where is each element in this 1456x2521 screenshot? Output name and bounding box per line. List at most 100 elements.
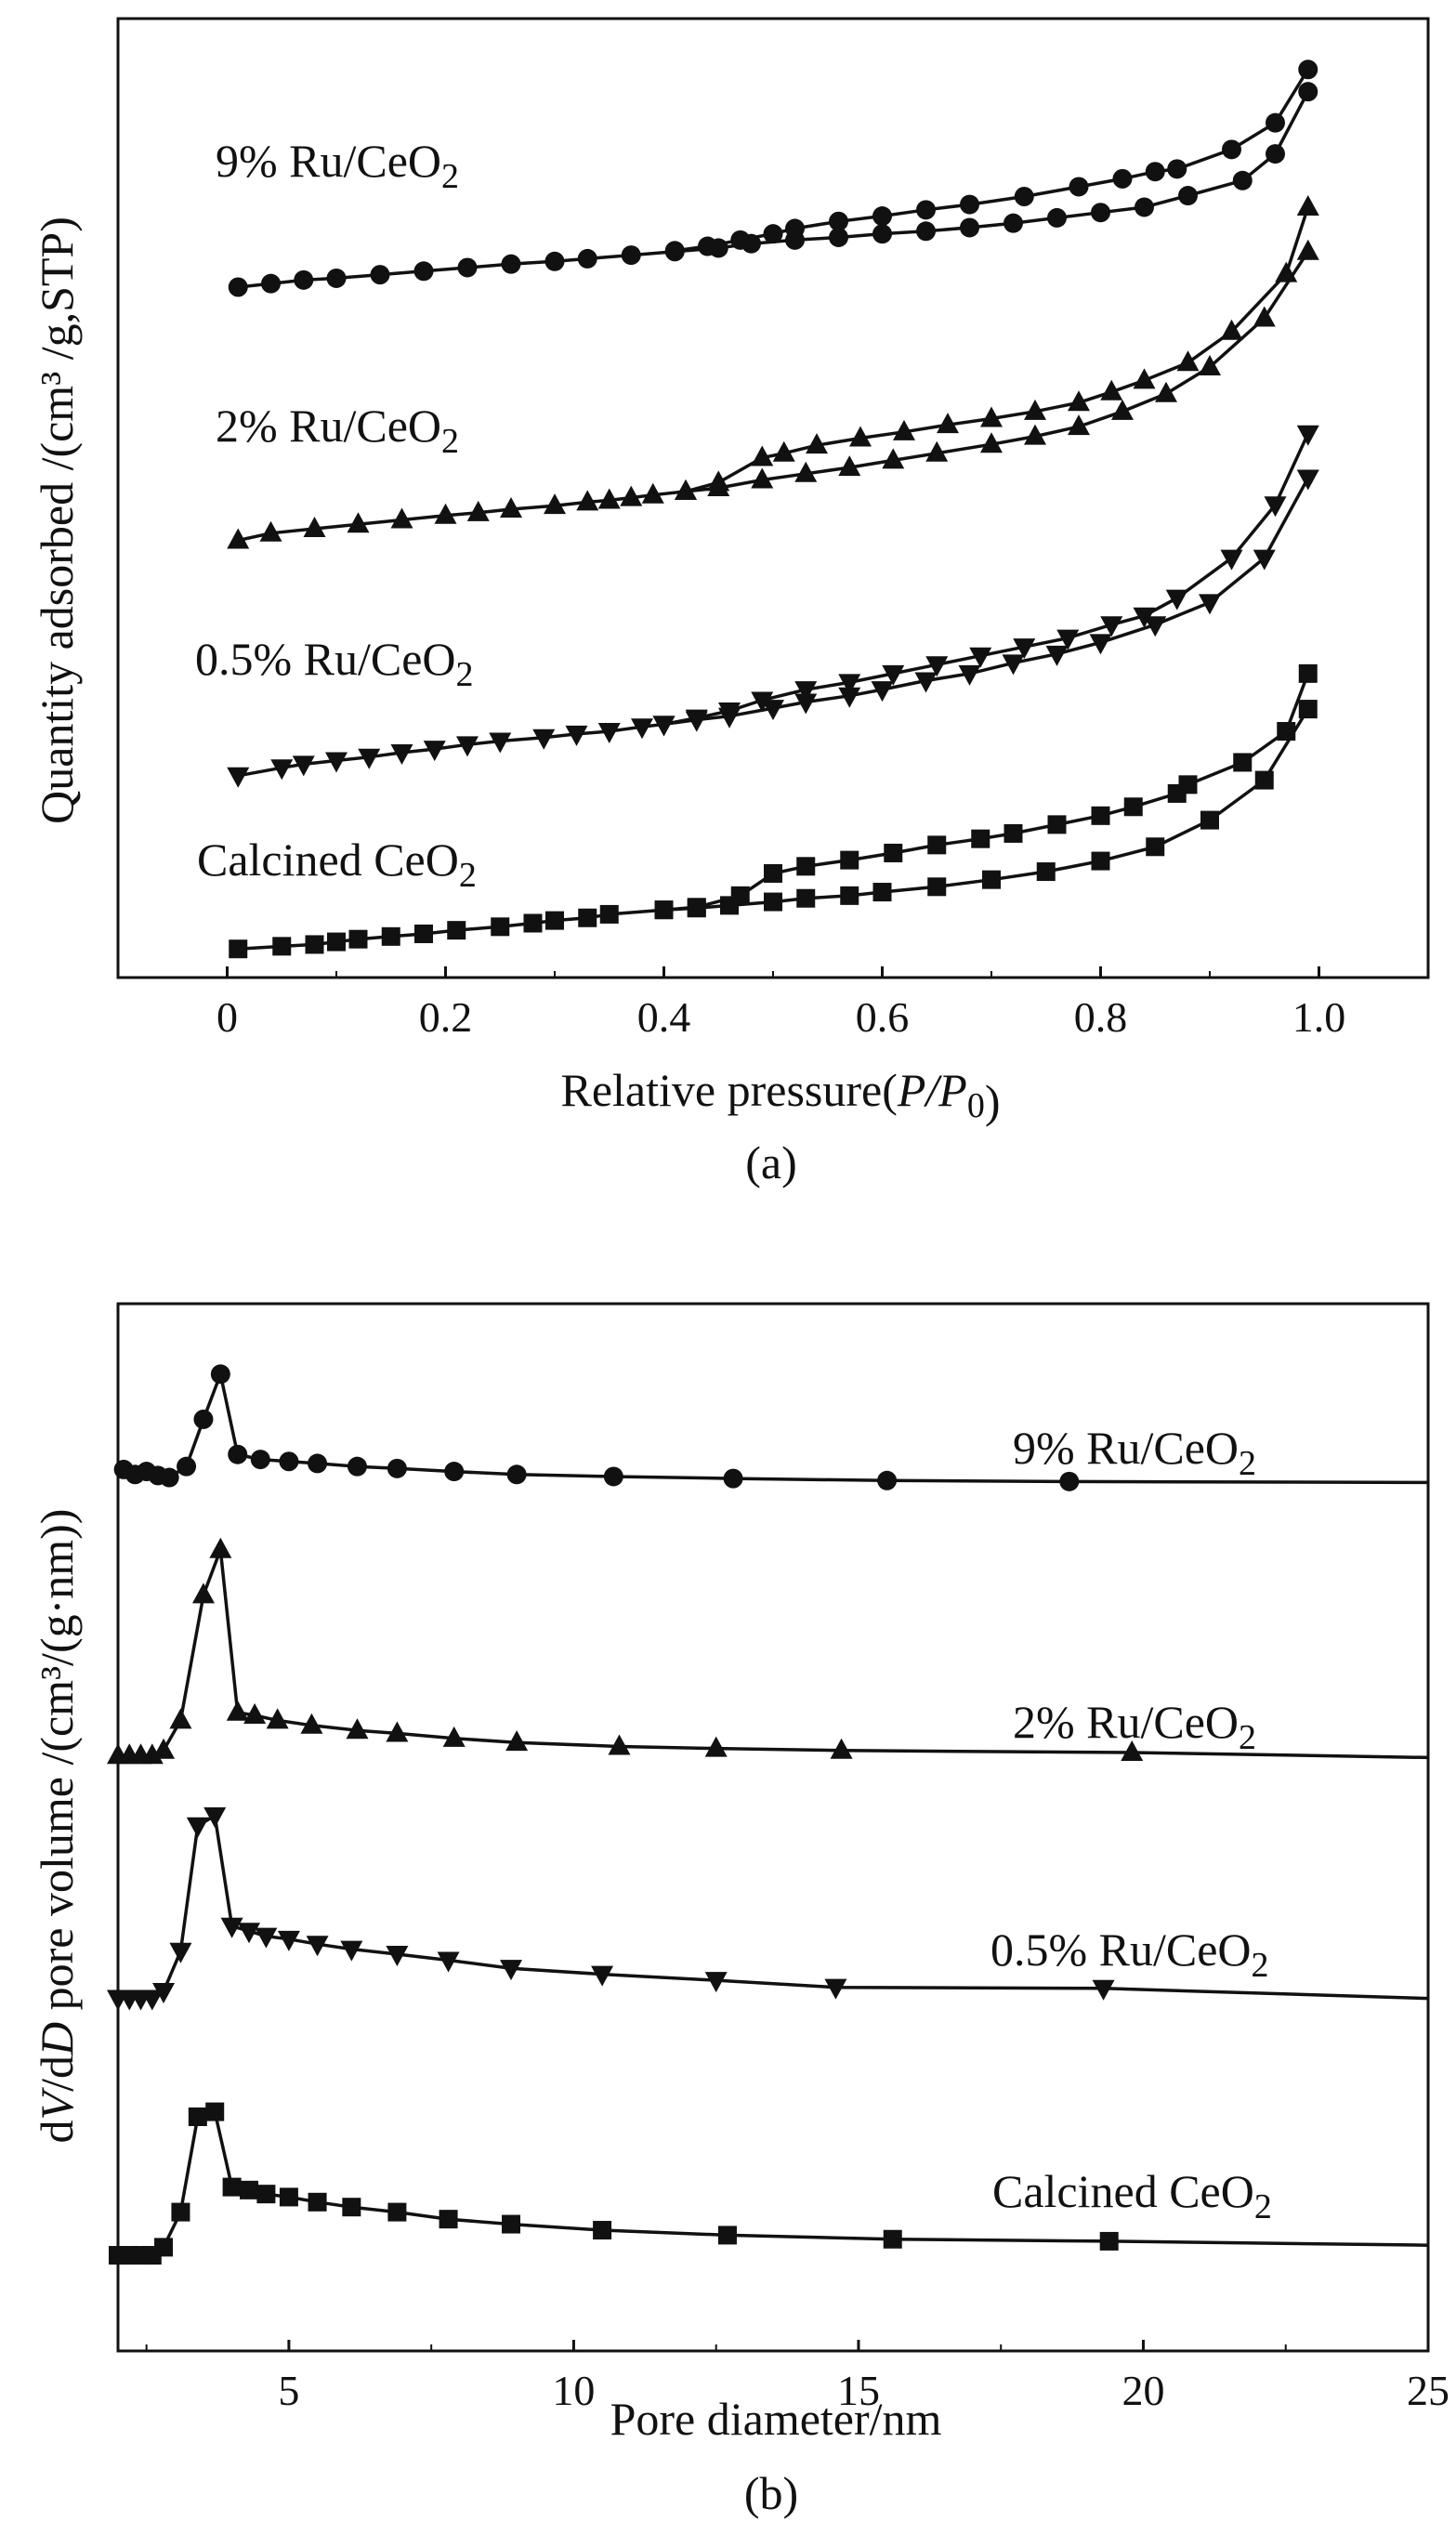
adsorption-point [1254, 770, 1274, 790]
desorption-point [1047, 815, 1067, 834]
desorption-point [1100, 616, 1123, 637]
adsorption-point [872, 883, 892, 902]
desorption-point [718, 702, 741, 724]
adsorption-point [532, 729, 556, 750]
x-tick-label-a: 0.8 [1074, 993, 1128, 1041]
adsorption-point [764, 892, 782, 912]
adsorption-point [829, 227, 848, 247]
adsorption-point [325, 752, 348, 773]
series-label-a: 2% Ru/CeO2 [216, 400, 459, 461]
adsorption-point [1144, 616, 1167, 637]
adsorption-point [1298, 82, 1318, 102]
desorption-point [1003, 823, 1023, 843]
adsorption-point [1091, 203, 1110, 223]
desorption-point [1024, 399, 1046, 420]
distribution-point [279, 2187, 298, 2207]
adsorption-point [871, 681, 894, 702]
distribution-point [177, 1456, 197, 1477]
distribution-point [439, 2210, 458, 2229]
adsorption-point [1135, 197, 1154, 217]
x-tick-label-b: 10 [552, 2367, 595, 2414]
distribution-point [256, 2185, 276, 2204]
adsorption-point [1146, 837, 1165, 857]
x-axis-label-a: Relative pressure(P/P0) [561, 1064, 1001, 1127]
distribution-point [238, 1923, 260, 1944]
desorption-point [664, 241, 685, 261]
desorption-point [916, 200, 936, 220]
series-0-5-ru-ceo-a: 0.5% Ru/CeO2 [195, 425, 1319, 788]
desorption-point [685, 709, 708, 730]
distribution-point [877, 1470, 898, 1490]
series-2-ru-ceo-b: 2% Ru/CeO2 [107, 1537, 1429, 1765]
adsorption-point [447, 921, 466, 940]
distribution-point [306, 1936, 329, 1957]
distribution-point [386, 1946, 409, 1967]
desorption-point [1167, 159, 1187, 179]
desorption-point [785, 218, 805, 239]
desorption-line [674, 68, 1310, 253]
adsorption-point [1045, 645, 1069, 666]
x-tick-label-a: 1.0 [1292, 993, 1346, 1041]
distribution-point [220, 1917, 243, 1938]
distribution-point [159, 1467, 179, 1488]
distribution-point [1092, 1979, 1115, 2001]
x-tick-label-b: 20 [1122, 2367, 1164, 2414]
x-tick-label-b: 5 [278, 2367, 299, 2414]
distribution-point [442, 1726, 466, 1747]
series-label-a: 9% Ru/CeO2 [216, 135, 459, 196]
desorption-point [1165, 589, 1188, 611]
adsorption-point [762, 700, 784, 721]
desorption-point [925, 656, 949, 677]
adsorption-point [597, 488, 621, 509]
adsorption-point [1266, 144, 1285, 164]
desorption-point [730, 230, 751, 250]
adsorption-point [229, 939, 248, 959]
adsorption-point [751, 467, 774, 489]
desorption-point [1298, 663, 1318, 683]
distribution-point [704, 1972, 728, 1993]
adsorption-point [1199, 594, 1221, 615]
distribution-point [250, 1450, 270, 1470]
desorption-point [971, 829, 990, 848]
adsorption-point [259, 520, 282, 542]
distribution-point [228, 1444, 248, 1464]
distribution-point [608, 1734, 631, 1755]
adsorption-point [1089, 634, 1112, 655]
adsorption-point [1199, 355, 1221, 376]
desorption-point [794, 681, 818, 702]
desorption-point [849, 426, 872, 447]
adsorption-point [621, 245, 641, 266]
adsorption-point [294, 269, 314, 290]
series-label-b: Calcined CeO2 [992, 2165, 1272, 2226]
distribution-point [210, 1364, 230, 1385]
adsorption-point [1111, 399, 1134, 420]
adsorption-point [423, 741, 446, 762]
adsorption-point [796, 888, 816, 908]
series-label-b: 2% Ru/CeO2 [1013, 1696, 1256, 1757]
distribution-point [226, 1700, 249, 1721]
distribution-point [830, 1738, 853, 1759]
adsorption-point [348, 929, 368, 949]
desorption-point [1222, 139, 1241, 160]
distribution-point [505, 1730, 529, 1752]
desorption-point [872, 206, 892, 227]
distribution-point [824, 1978, 847, 2000]
distribution-point [205, 2102, 225, 2121]
plot-frame-b [116, 1302, 1430, 2353]
adsorption-point [840, 886, 859, 905]
distribution-point [209, 1537, 232, 1558]
series-calcined-ceo-b: Calcined CeO2 [109, 2102, 1429, 2265]
distribution-point [193, 1409, 214, 1429]
distribution-point [171, 2202, 190, 2222]
distribution-point [723, 1468, 743, 1489]
adsorption-point [227, 767, 250, 788]
desorption-point [1220, 319, 1243, 340]
distribution-point [593, 2221, 612, 2240]
distribution-point [340, 1940, 363, 1962]
series-group-a: Calcined CeO2 0.5% Ru/CeO2 2% Ru/CeO2 9% Ru… [195, 59, 1319, 959]
desorption-point [654, 900, 674, 920]
desorption-point [1145, 162, 1165, 182]
distribution-point [169, 1708, 192, 1729]
distribution-point [191, 1582, 215, 1604]
distribution-point [387, 2202, 407, 2222]
